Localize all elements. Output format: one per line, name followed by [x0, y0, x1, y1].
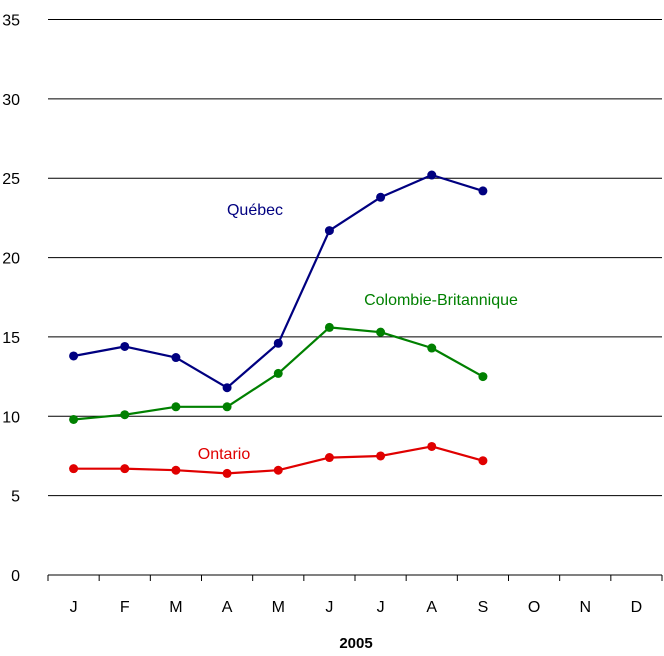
x-tick-label: S [478, 599, 489, 616]
data-point [273, 338, 283, 348]
x-tick-label: F [120, 599, 130, 616]
data-point [222, 402, 232, 412]
data-point [478, 456, 488, 466]
data-point [222, 468, 232, 478]
data-point [478, 186, 488, 196]
x-tick-label: J [377, 599, 385, 616]
data-point [171, 465, 181, 475]
y-tick-label: 30 [2, 92, 20, 109]
x-tick-label: A [426, 599, 437, 616]
y-tick-label: 25 [2, 171, 20, 188]
gridlines [48, 19, 662, 497]
x-tick-label: A [222, 599, 233, 616]
data-point [376, 451, 386, 461]
data-point [427, 343, 437, 353]
data-point [324, 226, 334, 236]
x-tick-label: N [579, 599, 591, 616]
series-1 [69, 322, 488, 424]
x-tick-label: J [325, 599, 333, 616]
x-tick-label: J [70, 599, 78, 616]
data-point [273, 368, 283, 378]
x-tick-label: O [528, 599, 540, 616]
data-point [427, 170, 437, 180]
data-point [120, 341, 130, 351]
series-label: Québec [227, 202, 283, 219]
series-label: Colombie-Britannique [364, 292, 518, 309]
data-point [69, 351, 79, 361]
y-tick-label: 10 [2, 409, 20, 426]
axes: 0 5 10 15 20 25 30 35 J F M A M J J A S O N D [2, 13, 663, 616]
data-point [273, 465, 283, 475]
y-tick-label: 15 [2, 330, 20, 347]
data-point [171, 402, 181, 412]
data-point [324, 453, 334, 463]
y-tick-label: 5 [11, 489, 20, 506]
data-point [324, 322, 334, 332]
data-point [478, 372, 488, 382]
data-point [376, 327, 386, 337]
y-tick-label: 35 [2, 13, 20, 30]
data-point [222, 383, 232, 393]
data-point [120, 464, 130, 474]
y-tick-label: 20 [2, 251, 20, 268]
data-point [69, 464, 79, 474]
x-tick-label: M [272, 599, 285, 616]
x-axis-title: 2005 [339, 635, 372, 652]
series-2 [69, 441, 488, 478]
series-0 [69, 170, 488, 393]
data-point [427, 441, 437, 451]
data-point [376, 192, 386, 202]
series-lines [69, 170, 488, 478]
data-point [120, 410, 130, 420]
x-tick-label: M [169, 599, 182, 616]
x-tick-label: D [631, 599, 643, 616]
data-point [171, 353, 181, 363]
series-labels: Québec Colombie-Britannique Ontario [198, 202, 518, 463]
y-tick-label: 0 [11, 568, 20, 585]
series-label: Ontario [198, 446, 251, 463]
data-point [69, 414, 79, 424]
